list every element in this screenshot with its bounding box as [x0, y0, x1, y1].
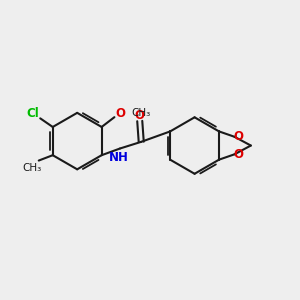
- Text: O: O: [115, 107, 125, 120]
- Text: O: O: [233, 148, 243, 161]
- Text: NH: NH: [109, 151, 129, 164]
- Text: O: O: [134, 109, 144, 122]
- Text: O: O: [233, 130, 243, 143]
- Text: CH₃: CH₃: [22, 163, 41, 173]
- Text: Cl: Cl: [26, 107, 39, 120]
- Text: CH₃: CH₃: [131, 108, 151, 118]
